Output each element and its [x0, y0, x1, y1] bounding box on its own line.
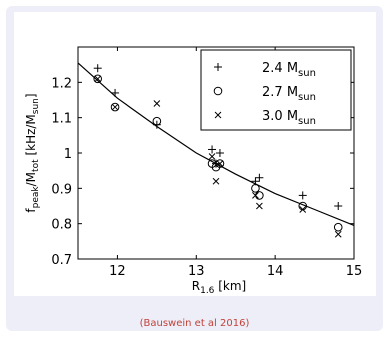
x-tick-label: 13 — [188, 264, 205, 279]
legend-value: 2.7 — [262, 85, 283, 100]
data-point-circle — [110, 102, 120, 112]
legend-value: 2.4 — [262, 61, 283, 76]
y-label-sun-sub: sun — [31, 98, 41, 114]
data-point-cross — [153, 100, 161, 107]
data-point-cross — [208, 153, 216, 160]
x-axis-label: R1.6 [km] — [192, 279, 247, 296]
y-tick-label: 0.7 — [51, 253, 72, 268]
legend: 2.4 Msun 2.7 Msun 3.0 Msun — [200, 49, 352, 131]
y-tick-label: 0.9 — [51, 182, 72, 197]
data-point-cross — [252, 192, 259, 199]
data-point-plus — [255, 173, 264, 182]
data-point-circle — [333, 222, 343, 232]
scatter-chart: fpeak/Mtot [kHz/Msun] R1.6 [km] 12 13 14 15… — [24, 46, 362, 296]
data-point-plus — [251, 177, 260, 186]
data-point-cross — [299, 206, 307, 213]
legend-marker-cross — [214, 111, 222, 119]
data-point-cross — [212, 177, 220, 185]
figure-area: fpeak/Mtot [kHz/Msun] R1.6 [km] 12 13 14 15… — [14, 12, 376, 296]
axis-ticks: 12 13 14 15 0.7 0.8 0.9 1 1.1 1.2 — [51, 47, 362, 279]
y-label-peak-sub: peak — [31, 186, 41, 209]
legend-sun-sub: sun — [298, 116, 316, 127]
legend-marker-circle — [213, 86, 223, 96]
data-point-circle — [255, 191, 264, 200]
y-label-tot-sub: tot — [31, 159, 41, 172]
legend-sun-sub: sun — [298, 68, 316, 79]
legend-box — [200, 49, 352, 131]
data-point-plus — [93, 64, 102, 73]
x-tick-label: 15 — [346, 264, 363, 279]
legend-value: 3.0 — [262, 109, 283, 124]
data-point-circle — [93, 74, 103, 84]
legend-entry-2-7: 2.7 Msun — [262, 85, 316, 103]
data-point-cross — [94, 75, 102, 83]
legend-markers — [213, 63, 223, 119]
data-point-cross — [216, 160, 224, 167]
y-label-mid: /M — [24, 172, 38, 186]
data-point-cross — [334, 230, 342, 238]
legend-sun-sub: sun — [298, 92, 316, 103]
data-point-cross — [111, 103, 119, 111]
y-label-unit: [kHz/M — [24, 114, 38, 159]
data-point-circle — [152, 116, 162, 126]
data-point-plus — [215, 149, 224, 157]
data-points — [93, 64, 343, 238]
data-point-plus — [208, 145, 217, 154]
legend-m: M — [283, 61, 298, 76]
legend-entry-3-0: 3.0 Msun — [262, 109, 316, 127]
y-tick-label: 1.1 — [51, 112, 72, 127]
x-tick-label: 14 — [267, 264, 284, 279]
x-tick-label: 12 — [109, 264, 126, 279]
data-point-plus — [334, 202, 343, 210]
data-point-circle — [251, 184, 260, 193]
x-label-unit: [km] — [214, 279, 246, 293]
legend-m: M — [283, 109, 298, 124]
y-label-f: f — [24, 208, 38, 213]
y-tick-label: 0.8 — [51, 218, 72, 233]
legend-entry-2-4: 2.4 Msun — [262, 61, 316, 79]
legend-marker-plus — [214, 63, 222, 71]
figure-card: fpeak/Mtot [kHz/Msun] R1.6 [km] 12 13 14 15… — [6, 6, 383, 331]
y-tick-label: 1.2 — [51, 76, 72, 91]
data-point-circle — [215, 159, 225, 168]
data-point-plus — [111, 88, 120, 97]
y-label-close: ] — [24, 93, 38, 98]
legend-m: M — [283, 85, 298, 100]
x-label-sub: 1.6 — [200, 286, 215, 296]
y-axis-label: fpeak/Mtot [kHz/Msun] — [24, 93, 41, 212]
x-label-r: R — [192, 279, 200, 293]
data-point-plus — [298, 191, 307, 200]
y-tick-label: 1 — [64, 147, 72, 162]
figure-caption: (Bauswein et al 2016) — [139, 318, 250, 329]
data-point-cross — [256, 202, 263, 210]
